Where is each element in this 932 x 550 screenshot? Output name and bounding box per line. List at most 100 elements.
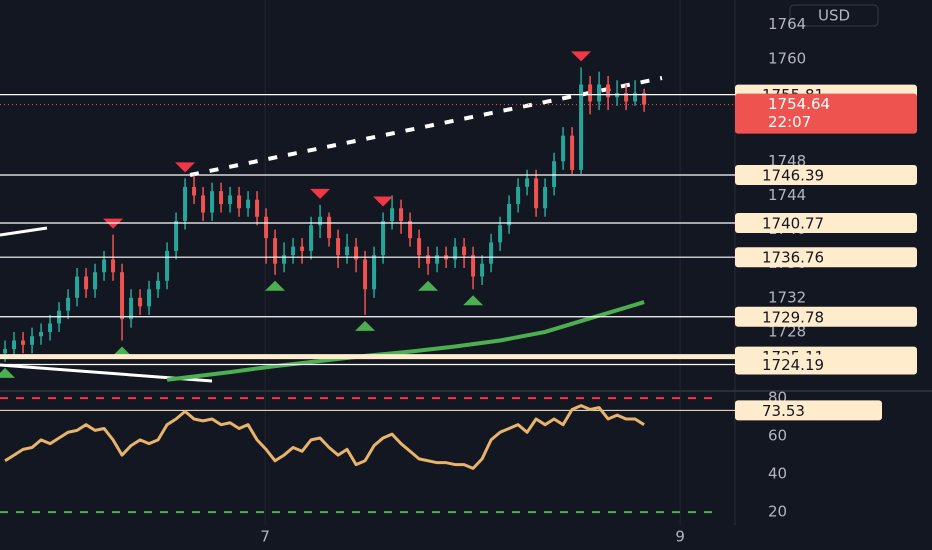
layer xyxy=(264,0,681,525)
last-price-box xyxy=(735,93,917,134)
bar-body xyxy=(138,297,143,307)
trend-line xyxy=(0,226,48,237)
bar-body xyxy=(48,323,53,332)
bar-body xyxy=(102,259,107,273)
x-tick-label: 9 xyxy=(675,528,685,546)
bar-body xyxy=(399,208,404,222)
bar-body xyxy=(372,255,377,290)
buy-signal xyxy=(0,367,16,378)
moving-average xyxy=(166,300,645,382)
bar-body xyxy=(327,216,332,239)
bar-body xyxy=(309,225,314,251)
sell-signal xyxy=(571,51,592,62)
y-tick-label: 1764 xyxy=(768,15,806,33)
rsi-level-box xyxy=(735,400,882,421)
bar-body xyxy=(111,259,116,273)
bar-body xyxy=(282,255,287,264)
y-tick-label: 20 xyxy=(768,503,787,521)
bar-body xyxy=(381,221,386,256)
bar-body xyxy=(417,238,422,256)
bar-body xyxy=(219,191,224,204)
bar-body xyxy=(462,246,467,256)
level-label: 1729.78 xyxy=(762,308,824,326)
bar-body xyxy=(525,178,530,187)
bar-body xyxy=(426,255,431,264)
bar-body xyxy=(534,178,539,209)
bar-body xyxy=(255,199,260,217)
bar-body xyxy=(579,84,584,170)
sell-signal xyxy=(175,162,196,173)
last-price-label: 1754.64 xyxy=(768,95,830,113)
bar-body xyxy=(147,289,152,307)
buy-signal xyxy=(265,280,286,291)
bar-body xyxy=(264,216,269,239)
bar-body xyxy=(552,161,557,187)
bar-body xyxy=(624,93,629,102)
currency-label[interactable]: USD xyxy=(818,7,850,25)
countdown-label: 22:07 xyxy=(768,113,811,131)
bar-body xyxy=(165,250,170,281)
currency-box[interactable] xyxy=(789,4,879,27)
bar-body xyxy=(30,336,35,345)
level-label: 1724.19 xyxy=(762,356,824,374)
buy-signal xyxy=(418,280,439,291)
y-tick-label: 1744 xyxy=(768,186,806,204)
bar-body xyxy=(597,84,602,102)
sell-signal xyxy=(373,196,394,207)
bar-body xyxy=(633,93,638,102)
bar-body xyxy=(561,135,566,162)
bar-body xyxy=(228,195,233,204)
bar-body xyxy=(201,195,206,213)
y-tick-label: 1728 xyxy=(768,322,806,340)
level-label-box xyxy=(735,247,917,268)
bar-body xyxy=(642,93,647,105)
level-label-box xyxy=(735,306,917,327)
bar-body xyxy=(93,272,98,290)
bar-body xyxy=(489,242,494,264)
buy-signal xyxy=(355,320,376,331)
bar-body xyxy=(498,225,503,243)
bar-body xyxy=(174,221,179,251)
bar-body xyxy=(453,246,458,260)
y-tick-label: 60 xyxy=(768,427,787,445)
bar-body xyxy=(390,208,395,222)
y-tick-label: 40 xyxy=(768,465,787,483)
bar-body xyxy=(336,238,341,256)
bar-body xyxy=(606,84,611,98)
bar-body xyxy=(120,272,125,320)
level-label-box xyxy=(735,354,917,375)
bar-body xyxy=(570,135,575,170)
bar-body xyxy=(480,263,485,277)
bar-body xyxy=(12,340,17,350)
buy-signal xyxy=(463,295,484,306)
bar-body xyxy=(210,191,215,213)
rsi-line xyxy=(4,404,645,470)
y-tick-label: 1760 xyxy=(768,49,806,67)
bar-body xyxy=(192,186,197,196)
rsi-level-label: 73.53 xyxy=(762,402,805,420)
bar-body xyxy=(291,246,296,256)
bar-body xyxy=(363,259,368,290)
bar-body xyxy=(129,297,134,320)
bar-body xyxy=(66,297,71,311)
bar-body xyxy=(354,246,359,260)
sell-signal xyxy=(310,188,331,199)
bar-body xyxy=(318,216,323,226)
x-tick-label: 7 xyxy=(260,528,270,546)
bar-body xyxy=(471,255,476,277)
bar-body xyxy=(435,255,440,264)
sell-signal xyxy=(103,218,124,229)
level-label: 1736.76 xyxy=(762,249,824,267)
y-tick-label: 1732 xyxy=(768,288,806,306)
bar-body xyxy=(39,331,44,337)
bar-body xyxy=(237,195,242,209)
level-label-box xyxy=(735,165,917,186)
bar-body xyxy=(408,221,413,239)
bar-body xyxy=(300,246,305,251)
bar-body xyxy=(84,276,89,290)
bar-body xyxy=(507,203,512,226)
bar-body xyxy=(246,199,251,209)
